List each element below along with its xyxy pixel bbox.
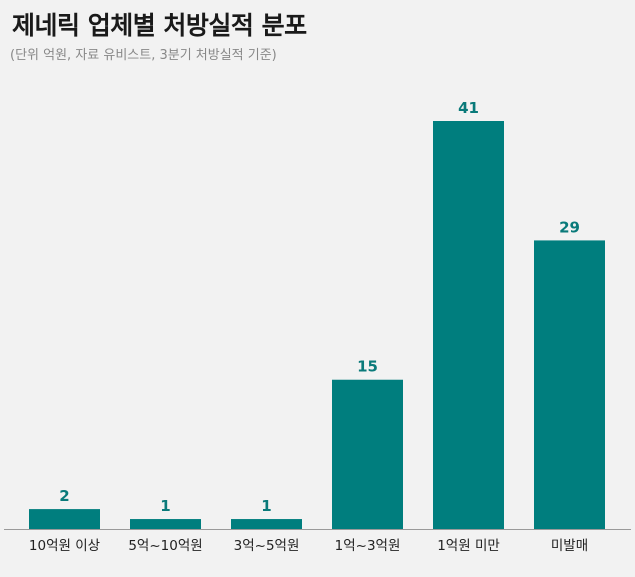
- bar-1: [29, 509, 100, 529]
- value-label-5: 41: [458, 99, 479, 117]
- value-label-2: 1: [160, 497, 170, 515]
- value-label-4: 15: [357, 358, 378, 376]
- chart-title: 제네릭 업체별 처방실적 분포: [12, 11, 307, 40]
- x-tick-label-6: 미발매: [551, 538, 588, 554]
- chart-subtitle: (단위 억원, 자료 유비스트, 3분기 처방실적 기준): [10, 48, 277, 63]
- bar-2: [130, 519, 201, 529]
- bar-5: [433, 121, 504, 529]
- x-tick-label-2: 5억~10억원: [128, 538, 202, 554]
- bar-6: [534, 240, 605, 530]
- x-tick-label-3: 3억~5억원: [234, 538, 300, 554]
- bar-4: [332, 379, 403, 529]
- x-tick-label-1: 10억원 이상: [29, 538, 100, 554]
- value-label-6: 29: [559, 218, 580, 236]
- x-tick-label-5: 1억원 미만: [437, 538, 500, 554]
- x-tick-label-4: 1억~3억원: [335, 538, 401, 554]
- value-label-3: 1: [261, 497, 271, 515]
- bar-3: [231, 519, 302, 529]
- value-label-1: 2: [59, 487, 69, 505]
